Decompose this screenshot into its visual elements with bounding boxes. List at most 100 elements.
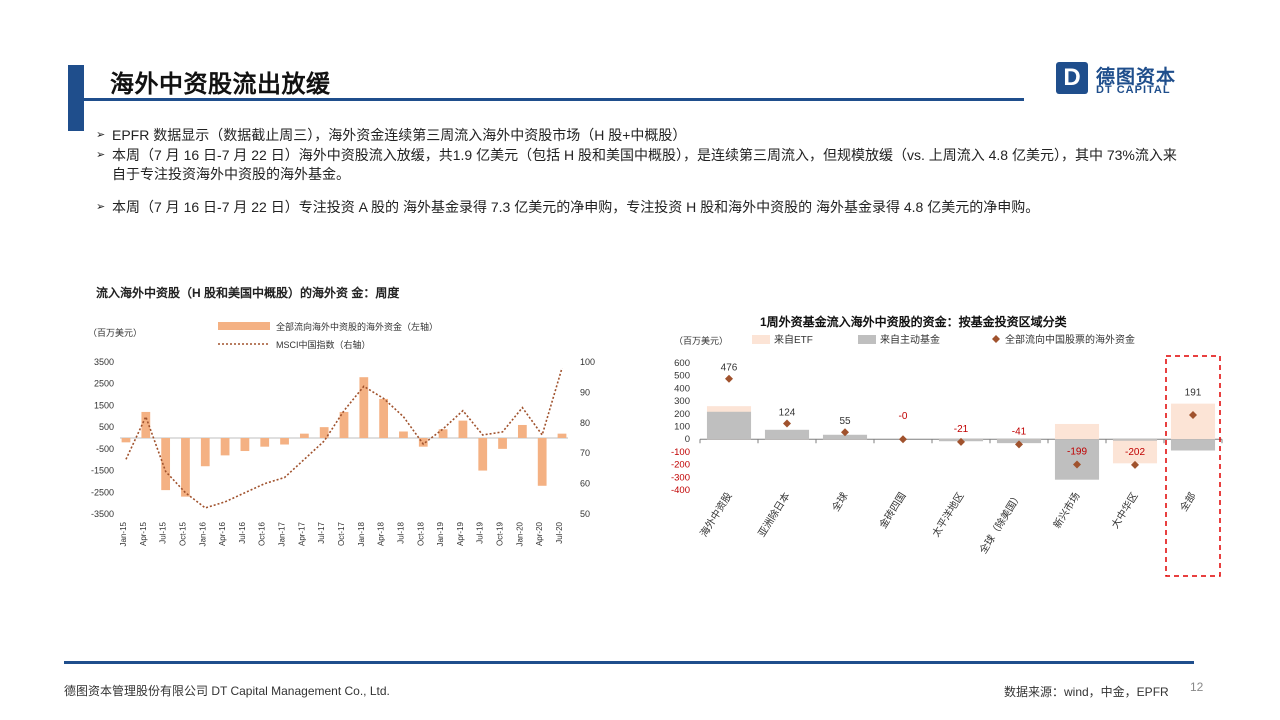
left-y2-tick: 100	[580, 357, 595, 367]
right-x-category: 全部	[1177, 490, 1199, 514]
left-y-tick: 3500	[94, 357, 114, 367]
left-y-tick: -3500	[91, 509, 114, 519]
right-etf-bar	[1170, 403, 1216, 440]
right-x-category: 全球	[829, 490, 851, 514]
right-x-category: 太平洋地区	[929, 490, 967, 539]
logo-mark-icon: D	[1056, 62, 1088, 94]
right-x-category: 新兴市场	[1050, 490, 1082, 531]
left-x-tick: Jan-20	[515, 521, 524, 546]
left-x-tick: Oct-18	[416, 521, 425, 546]
right-chart-title: 1周外资基金流入海外中资股的资金：按基金投资区域分类	[760, 314, 1068, 329]
right-active-bar	[764, 429, 810, 440]
bullet-item: ➢ 本周（7 月 16 日-7 月 22 日）海外中资股流入放缓，共1.9 亿美元…	[96, 146, 1186, 184]
right-data-label: 55	[839, 416, 851, 427]
logo-mark-letter: D	[1063, 64, 1081, 91]
left-flow-bar	[141, 411, 151, 438]
left-legend-bar-label: 全部流向海外中资股的海外资金（左轴）	[276, 321, 438, 332]
right-total-marker	[725, 374, 733, 383]
right-active-bar	[1170, 439, 1216, 451]
right-legend-etf-label: 来自ETF	[774, 333, 813, 346]
left-x-tick: Apr-17	[297, 521, 306, 546]
bullet-text: 本周（7 月 16 日-7 月 22 日）海外中资股流入放缓，共1.9 亿美元（…	[112, 147, 1177, 182]
left-y-tick: -500	[96, 444, 114, 454]
left-x-tick: Jul-18	[396, 521, 405, 543]
right-y-tick: 100	[674, 422, 690, 433]
bullet-item: ➢ EPFR 数据显示（数据截止周三），海外资金连续第三周流入海外中资股市场（H …	[96, 126, 1186, 145]
left-chart: （百万美元） 全部流向海外中资股的海外资金（左轴） MSCI中国指数（右轴） 3…	[88, 321, 595, 546]
bullet-item: ➢ 本周（7 月 16 日-7 月 22 日）专注投资 A 股的 海外基金录得 7…	[96, 198, 1186, 217]
right-total-marker	[841, 428, 849, 437]
right-y-tick: -400	[671, 485, 690, 496]
left-flow-bar	[537, 438, 547, 486]
company-logo: D 德图资本 DT CAPITAL	[1056, 62, 1186, 98]
right-total-marker	[1131, 460, 1139, 469]
left-x-tick: Jul-15	[159, 521, 168, 543]
right-legend-etf-swatch	[752, 335, 770, 344]
right-x-category: 全球（除美国）	[976, 490, 1024, 556]
right-legend-active-label: 来自主动基金	[880, 333, 940, 346]
right-total-marker	[1073, 460, 1081, 469]
left-y2-tick: 50	[580, 509, 590, 519]
bullet-text: EPFR 数据显示（数据截止周三），海外资金连续第三周流入海外中资股市场（H 股…	[112, 127, 687, 143]
left-legend-line-label: MSCI中国指数（右轴）	[276, 339, 371, 350]
right-active-bar	[1112, 439, 1158, 441]
right-x-category: 大中华区	[1108, 490, 1140, 531]
page-title: 海外中资股流出放缓	[110, 71, 331, 98]
right-y-tick: -200	[671, 460, 690, 471]
right-total-marker	[783, 419, 791, 428]
left-x-tick: Jan-15	[119, 521, 128, 546]
footer-source: 数据来源：wind，中金，EPFR	[1004, 685, 1169, 699]
left-x-tick: Jul-17	[317, 521, 326, 543]
left-flow-bar	[418, 438, 428, 447]
right-data-label: 124	[779, 407, 796, 418]
right-data-label: 476	[721, 363, 738, 374]
right-x-category: 金砖四国	[876, 490, 908, 531]
right-data-label: -41	[1012, 426, 1027, 437]
left-chart-unit: （百万美元）	[88, 327, 142, 338]
left-y-tick: 2500	[94, 379, 114, 389]
left-y-tick: 1500	[94, 400, 114, 410]
left-x-tick: Jan-18	[357, 521, 366, 546]
right-etf-bar	[1112, 439, 1158, 464]
bullet-arrow-icon: ➢	[96, 201, 106, 213]
left-flow-bar	[498, 438, 507, 449]
left-flow-bar	[319, 427, 329, 438]
left-flow-bar	[399, 431, 408, 438]
left-flow-bar	[478, 438, 488, 471]
right-y-tick: -100	[671, 447, 690, 458]
right-active-bar	[822, 434, 868, 440]
title-accent-bar	[68, 65, 84, 131]
logo-name-cn: 德图资本	[1096, 67, 1177, 88]
left-x-tick: Apr-18	[377, 521, 386, 546]
right-x-category: 海外中资股	[697, 490, 735, 539]
right-total-marker	[957, 437, 965, 446]
footer-divider	[64, 661, 1194, 664]
left-y-tick: 500	[99, 422, 114, 432]
right-data-label: -0	[899, 411, 908, 422]
right-legend-total-marker	[992, 335, 1000, 343]
left-legend-bar-swatch	[218, 322, 270, 330]
right-y-tick: 500	[674, 371, 690, 382]
title-divider	[84, 98, 1024, 101]
right-y-tick: 600	[674, 358, 690, 369]
right-total-marker	[1189, 410, 1197, 419]
left-flow-bar	[240, 438, 250, 452]
left-y2-tick: 60	[580, 479, 590, 489]
left-flow-bar	[121, 438, 131, 443]
right-x-category: 亚洲除日本	[755, 490, 793, 539]
right-chart-unit: （百万美元）	[674, 335, 728, 346]
right-y-tick: 300	[674, 396, 690, 407]
right-total-marker	[899, 435, 907, 444]
left-x-tick: Jul-16	[238, 521, 247, 543]
bullet-text: 本周（7 月 16 日-7 月 22 日）专注投资 A 股的 海外基金录得 7.…	[112, 199, 1040, 215]
left-flow-bar	[161, 438, 171, 491]
left-x-tick: Jan-16	[198, 521, 207, 546]
left-flow-bar	[379, 398, 389, 438]
left-flow-bar	[339, 411, 349, 438]
left-x-tick: Apr-19	[456, 521, 465, 546]
left-x-tick: Jan-17	[278, 521, 287, 546]
right-active-bar	[1054, 439, 1100, 480]
left-flow-bar	[181, 438, 190, 497]
left-x-tick: Apr-15	[139, 521, 148, 546]
bullet-list: ➢ EPFR 数据显示（数据截止周三），海外资金连续第三周流入海外中资股市场（H …	[96, 126, 1186, 218]
